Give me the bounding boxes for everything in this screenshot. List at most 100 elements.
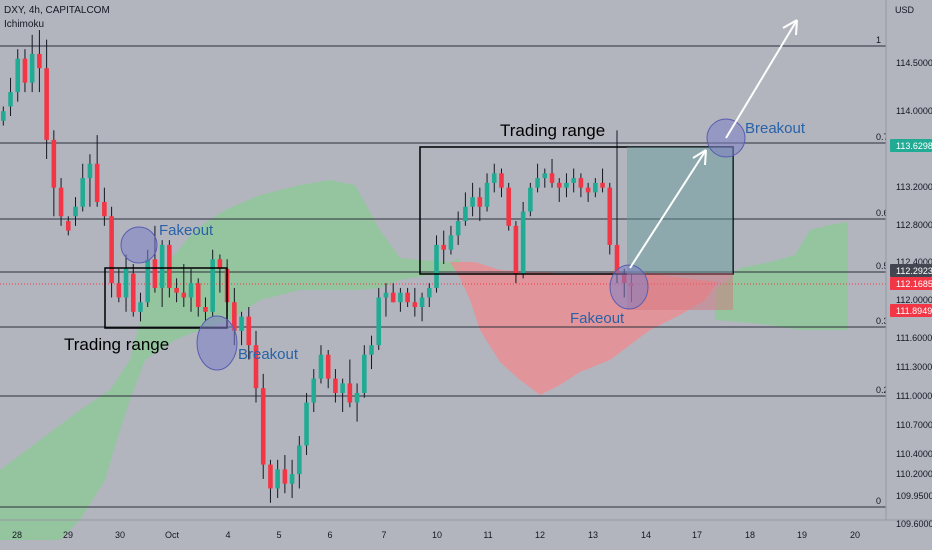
candle <box>275 459 280 499</box>
candle <box>188 268 194 312</box>
candle <box>535 163 540 193</box>
candle <box>520 201 526 279</box>
candle <box>347 359 353 408</box>
breakout-arrow-1 <box>629 149 707 269</box>
price-tick-label: 109.9500 <box>896 491 932 501</box>
price-tick-label: 111.6000 <box>896 333 932 343</box>
candle <box>390 283 396 303</box>
candle <box>239 311 244 346</box>
breakout-arrow-2 <box>725 19 798 139</box>
indicator-label: Ichimoku <box>4 19 44 30</box>
price-tag-bg <box>890 277 932 290</box>
fakeout-circle-left <box>120 226 158 264</box>
candle <box>455 211 461 245</box>
candle <box>571 168 576 193</box>
price-tick-label: 109.6000 <box>896 519 932 529</box>
candle <box>528 182 533 217</box>
time-tick-label: 14 <box>641 530 651 540</box>
candle <box>484 173 490 212</box>
candle <box>506 182 511 231</box>
time-tick-label: 18 <box>745 530 755 540</box>
candle <box>304 392 309 456</box>
fakeout-label-right: Fakeout <box>570 310 625 327</box>
candle <box>556 178 562 202</box>
price-tick-label: 114.5000 <box>896 58 932 68</box>
price-tags: 113.6298 112.2923 112.1685 111.8949 <box>890 139 932 317</box>
candle <box>268 459 273 503</box>
time-tick-label: 30 <box>115 530 125 540</box>
candle <box>600 168 605 193</box>
candle <box>585 182 591 202</box>
candle <box>217 254 223 293</box>
candle <box>369 335 374 370</box>
time-axis-ticks: 28 29 30 Oct 4 5 6 7 10 11 12 13 14 17 18 19 20 <box>12 530 860 540</box>
candle <box>282 455 288 494</box>
price-tick-label: 111.0000 <box>896 391 932 401</box>
ichimoku-cloud-green <box>0 180 460 540</box>
candle <box>513 221 519 284</box>
fib-label: 0.5 <box>876 261 889 271</box>
candle <box>253 330 259 403</box>
time-tick-label: 7 <box>381 530 386 540</box>
candle <box>37 30 42 93</box>
candle <box>8 77 13 117</box>
trading-range-box-right <box>419 146 734 275</box>
price-axis <box>886 0 932 520</box>
candle <box>65 216 71 236</box>
currency-label: USD <box>895 5 915 15</box>
candle <box>22 49 28 93</box>
time-tick-label: 5 <box>276 530 281 540</box>
candle <box>195 278 201 317</box>
candle <box>167 240 172 298</box>
candle <box>297 435 302 489</box>
candle <box>246 307 252 360</box>
candle <box>210 249 215 317</box>
candle <box>1 106 6 126</box>
candle <box>412 287 418 317</box>
trading-range-label-left: Trading range <box>64 335 169 354</box>
candle <box>593 178 598 198</box>
candle <box>354 383 360 422</box>
price-tick-label: 112.0000 <box>896 295 932 305</box>
candle <box>130 264 136 317</box>
time-tick-label: 4 <box>225 530 230 540</box>
time-tick-label: 28 <box>12 530 22 540</box>
trading-range-label-right: Trading range <box>500 121 605 140</box>
trading-range-box-left <box>104 267 228 329</box>
candle <box>73 197 78 226</box>
price-tag-label: 112.1685 <box>896 279 932 289</box>
candle <box>260 373 266 479</box>
breakout-arrow-2-head <box>782 19 798 36</box>
candle <box>607 182 613 255</box>
price-tag-bg <box>890 304 932 317</box>
candle <box>426 283 432 308</box>
candle <box>51 130 57 217</box>
price-tick-label: 110.4000 <box>896 449 932 459</box>
candle <box>58 178 64 226</box>
candle <box>116 268 122 303</box>
breakout-label-right: Breakout <box>745 120 806 137</box>
candle <box>94 135 100 207</box>
candle <box>311 369 317 413</box>
candle <box>102 187 107 226</box>
candle <box>376 287 382 350</box>
candle <box>318 345 324 384</box>
price-tick-label: 111.3000 <box>896 362 932 372</box>
fakeout-label-left: Fakeout <box>159 222 214 239</box>
candle <box>159 240 165 308</box>
time-tick-label: Oct <box>165 530 180 540</box>
target-zone <box>627 147 733 273</box>
symbol-title: DXY, 4h, CAPITALCOM <box>4 5 110 16</box>
candle <box>15 49 21 102</box>
price-tag-bg <box>890 139 932 152</box>
price-tag-bg <box>890 264 932 277</box>
candle <box>109 206 114 298</box>
candle <box>448 225 454 255</box>
price-tag-label: 113.6298 <box>896 141 932 151</box>
ichimoku-cloud-red <box>450 262 718 395</box>
candle <box>44 39 49 159</box>
candle <box>181 264 187 308</box>
fakeout-circle-right <box>609 264 649 310</box>
